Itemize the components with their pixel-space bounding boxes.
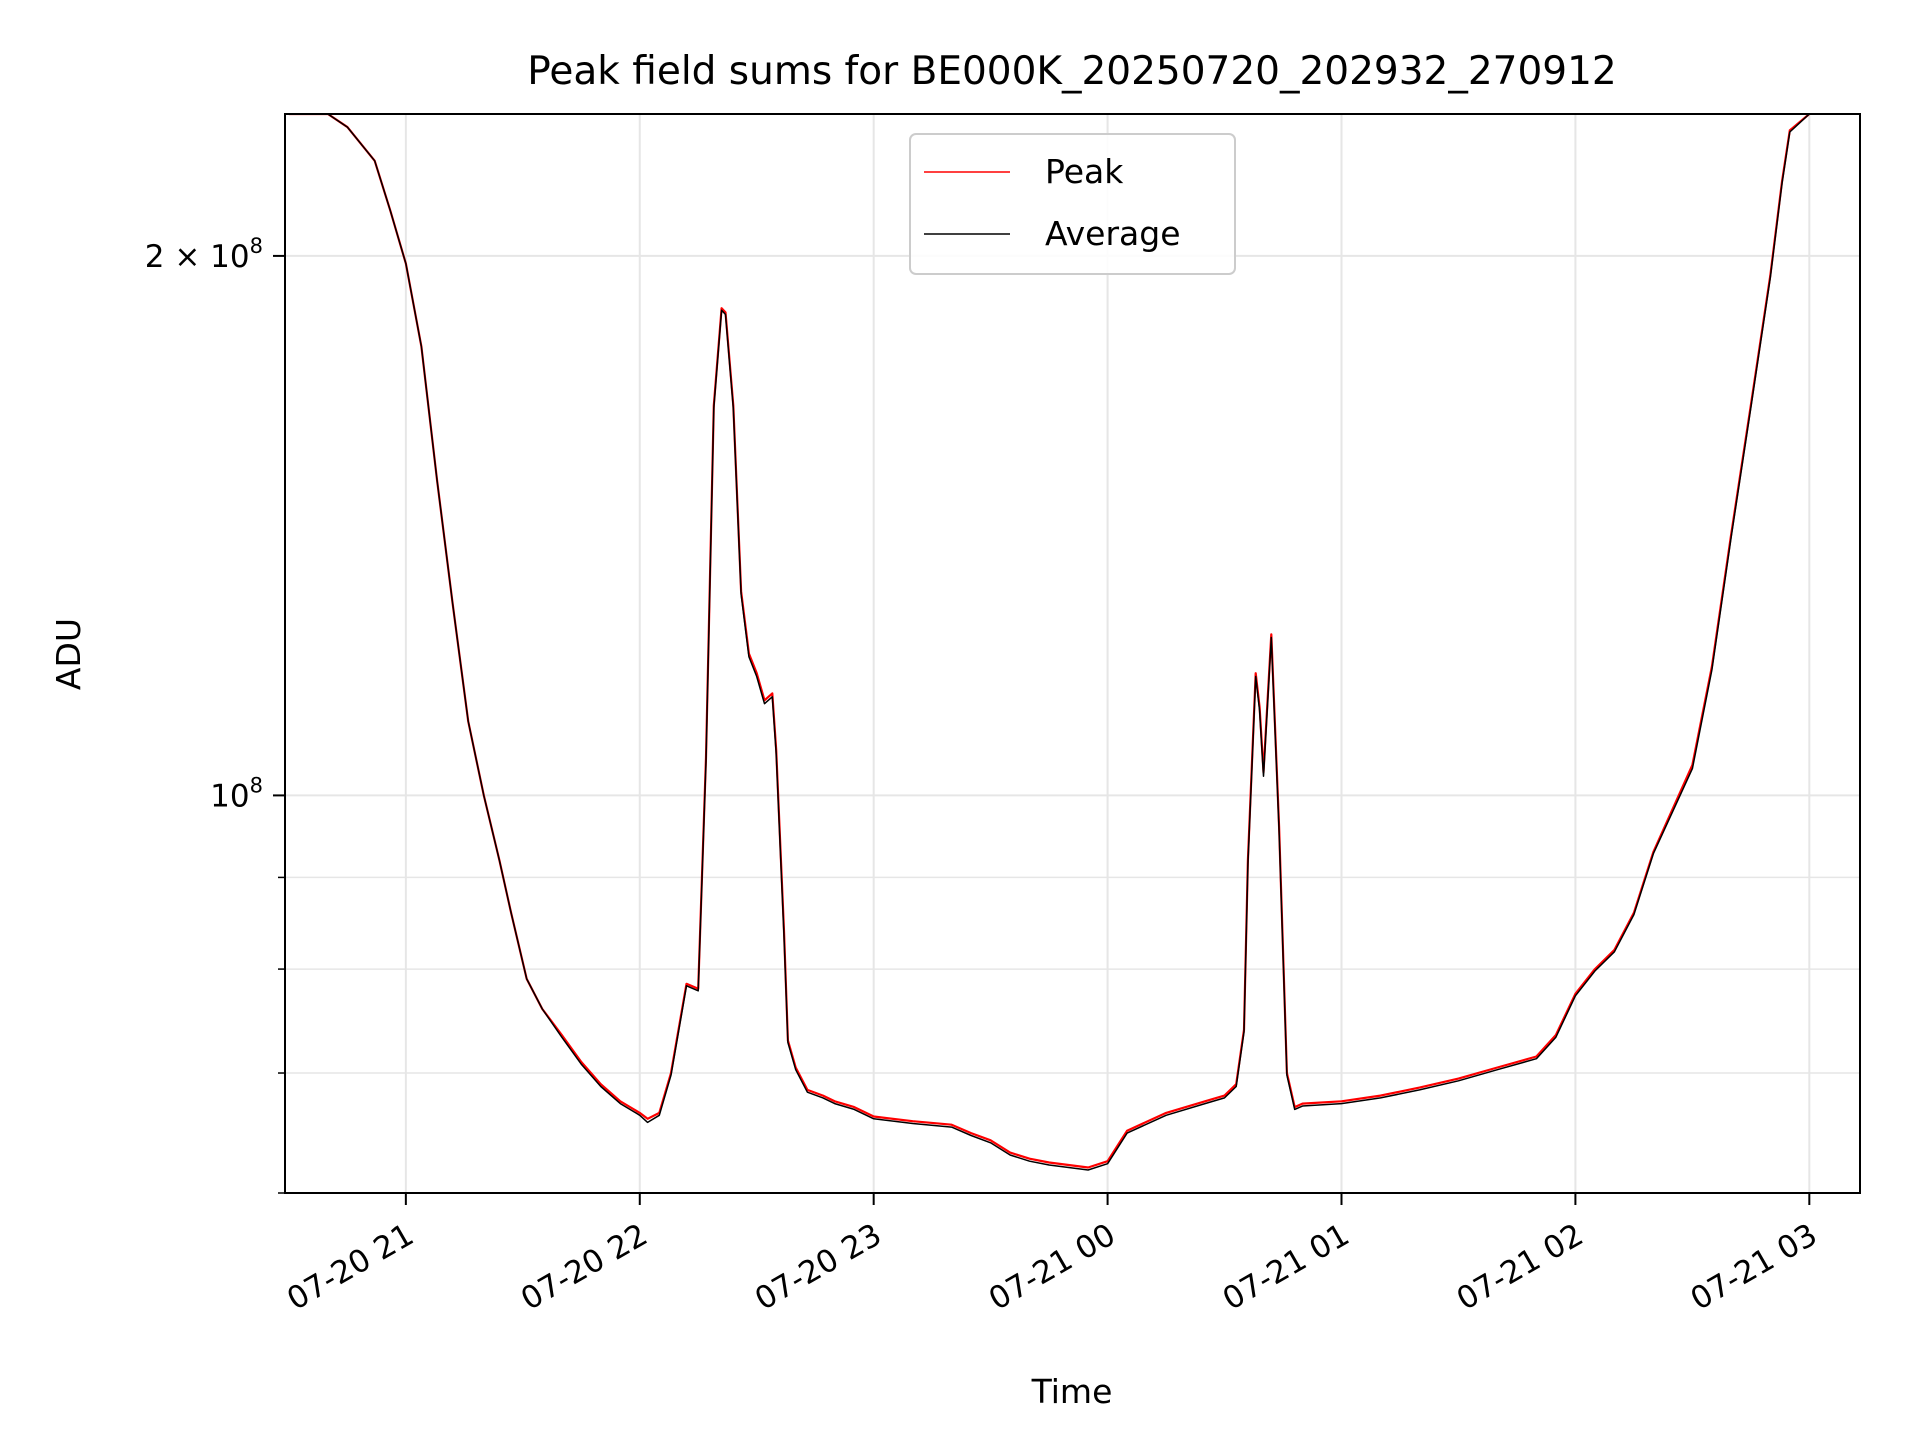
plot-frame	[284, 113, 1861, 1194]
grid	[285, 114, 1860, 1194]
x-tick-label: 07-21 01	[1217, 1217, 1356, 1318]
legend-label-average: Average	[1045, 214, 1181, 253]
y-tick-label: 2 × 108	[145, 234, 263, 275]
y-tick-label-exponent: 8	[250, 234, 263, 258]
y-tick-label-base: 2 × 10	[145, 239, 250, 275]
legend-label-peak: Peak	[1045, 152, 1124, 191]
x-tick-label: 07-21 03	[1685, 1217, 1824, 1318]
x-tick-label: 07-20 22	[515, 1217, 654, 1318]
legend: Peak Average	[909, 133, 1236, 275]
y-tick-label-base: 10	[210, 778, 249, 814]
x-axis: 07-20 21 07-20 22 07-20 23 07-21 00 07-21 01…	[281, 1193, 1823, 1318]
x-tick-label: 07-20 21	[281, 1217, 420, 1318]
legend-frame	[909, 133, 1236, 275]
chart-title: Peak field sums for BE000K_20250720_2029…	[527, 49, 1617, 94]
x-tick-label: 07-21 02	[1451, 1217, 1590, 1318]
y-tick-label: 108	[210, 773, 263, 814]
x-tick-label: 07-20 23	[749, 1217, 888, 1318]
y-tick-label-exponent: 8	[250, 773, 263, 797]
x-tick-label: 07-21 00	[983, 1217, 1122, 1318]
series-line-average	[288, 114, 1810, 1171]
x-axis-label: Time	[1031, 1372, 1113, 1411]
series-line-peak	[288, 114, 1811, 1169]
series-lines	[288, 114, 1811, 1171]
y-axis-label: ADU	[49, 618, 88, 690]
